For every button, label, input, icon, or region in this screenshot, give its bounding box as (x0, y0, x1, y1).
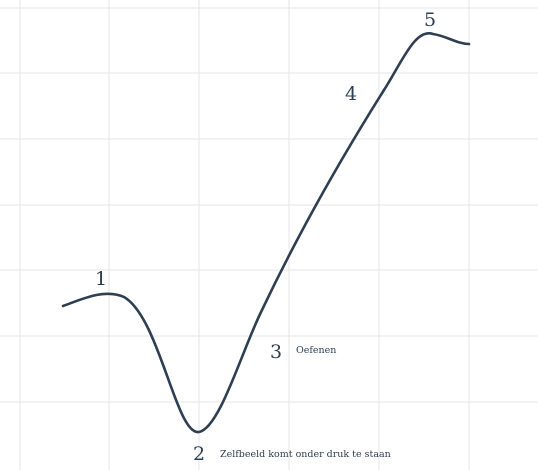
point-number-2: 2 (193, 443, 205, 465)
progress-curve (61, 32, 471, 434)
point-number-4: 4 (345, 83, 357, 105)
point-number-5: 5 (424, 9, 436, 31)
point-number-3: 3 (270, 341, 282, 363)
point-number-1: 1 (95, 268, 107, 290)
point-label-2: Zelfbeeld komt onder druk te staan (220, 449, 391, 460)
point-label-3: Oefenen (296, 345, 336, 356)
